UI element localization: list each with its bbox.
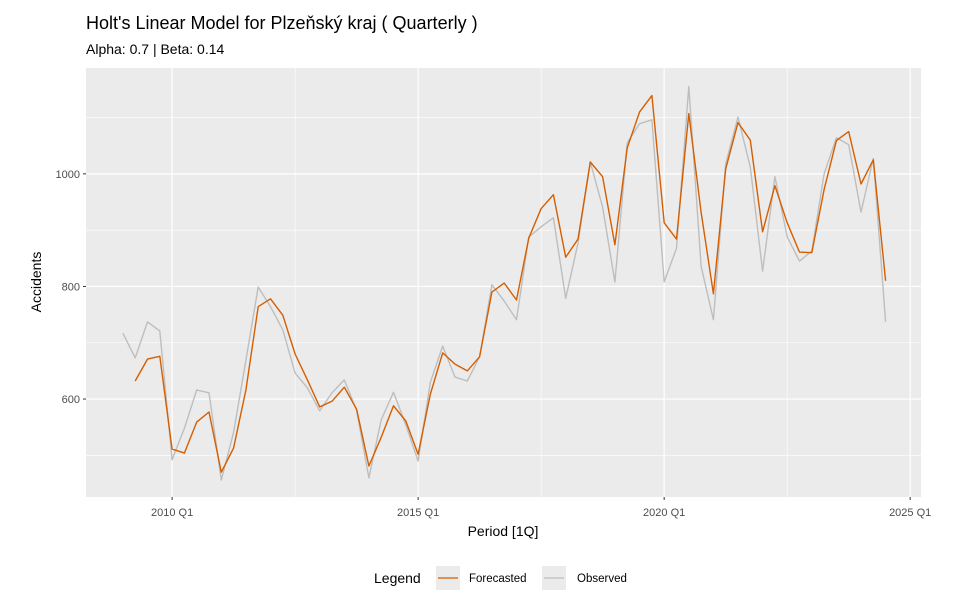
legend: Legend Forecasted Observed	[374, 566, 627, 590]
y-tick-label: 800	[62, 281, 80, 293]
x-tick-label: 2025 Q1	[889, 507, 931, 519]
legend-label-observed: Observed	[577, 573, 627, 585]
series-line-observed	[122, 85, 887, 481]
y-tick-label: 1000	[56, 169, 80, 181]
series-line-forecasted	[134, 94, 887, 473]
plot-panel	[86, 68, 921, 497]
legend-label-forecasted: Forecasted	[469, 573, 527, 585]
x-tick-label: 2020 Q1	[643, 507, 685, 519]
x-axis-label: Period [1Q]	[468, 523, 539, 539]
chart-subtitle: Alpha: 0.7 | Beta: 0.14	[86, 41, 225, 57]
y-tick-label: 600	[62, 394, 80, 406]
chart-title: Holt's Linear Model for Plzeňský kraj ( …	[86, 13, 478, 33]
y-axis-label: Accidents	[28, 252, 44, 313]
x-tick-label: 2010 Q1	[151, 507, 193, 519]
x-tick-label: 2015 Q1	[397, 507, 439, 519]
legend-title: Legend	[374, 570, 421, 586]
